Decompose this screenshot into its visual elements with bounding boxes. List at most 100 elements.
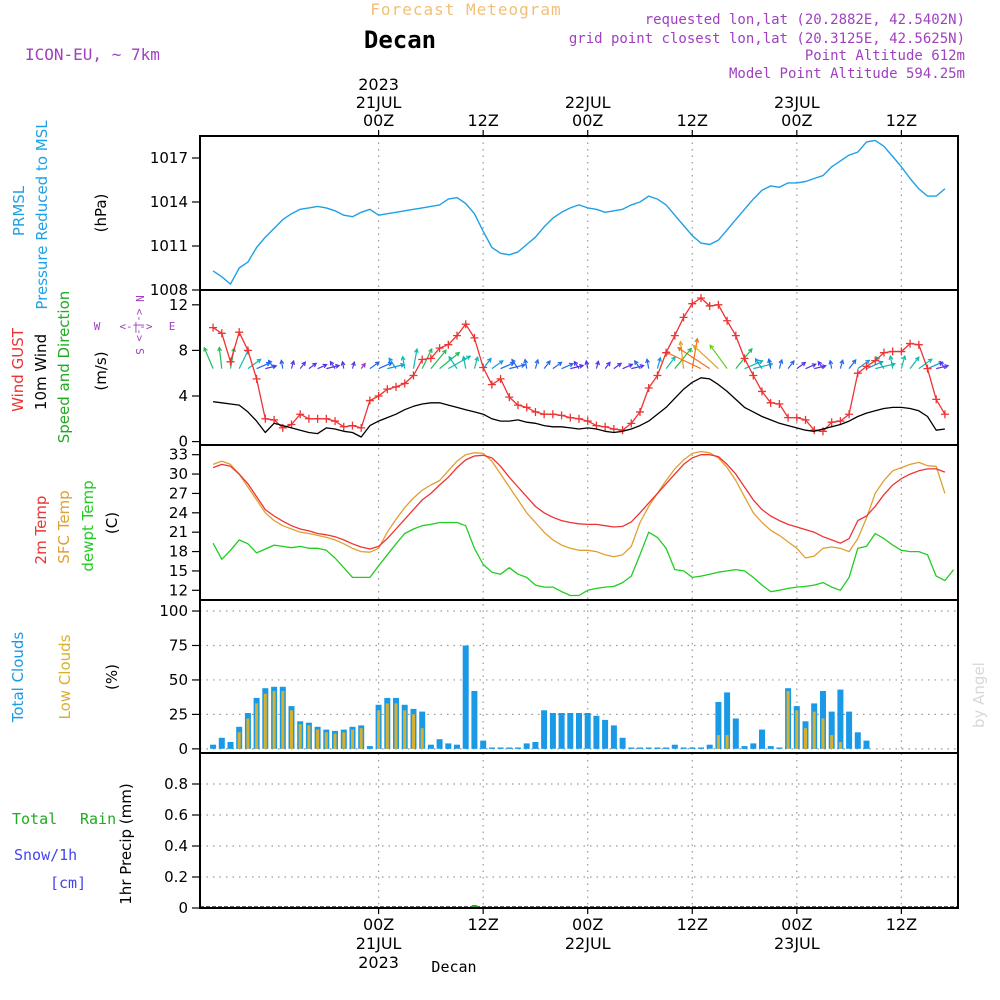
temp-labels: 2m Temp SFC Temp dewpt Temp (C) [32, 480, 121, 571]
compass-e: E [169, 320, 176, 333]
wind-arrow-head [388, 357, 393, 363]
gust-marker [940, 410, 949, 419]
time-label-top: 21JUL [356, 93, 402, 112]
gust-marker [906, 339, 915, 348]
wind-arrow [268, 360, 275, 369]
gust-marker [696, 293, 705, 302]
gust-marker [749, 371, 758, 380]
cloud-bar-total [584, 713, 591, 749]
wind-label-dir: Speed and Direction [55, 291, 73, 444]
wind-arrow-head [890, 362, 897, 367]
wind-arrow [256, 362, 271, 370]
gust-marker [522, 403, 531, 412]
wind-arrow-head [461, 355, 467, 361]
wind-arrow-head [466, 355, 472, 360]
wind-arrow [613, 362, 622, 370]
wind-arrow [665, 351, 702, 370]
wind-arrow-head [455, 351, 461, 357]
y-tick-label: 0.4 [164, 837, 188, 855]
gust-marker [932, 395, 941, 404]
wind-arrow-head [944, 364, 950, 369]
cloud-label-total: Total Clouds [9, 632, 27, 724]
gust-marker [627, 419, 636, 428]
y-tick-label: 100 [159, 602, 188, 620]
wind-speed-line [213, 377, 945, 438]
gust-marker [784, 413, 793, 422]
sfc-temp-line [212, 450, 946, 559]
time-label-bottom: 22JUL [565, 934, 611, 953]
precip-label-total: Total [12, 810, 57, 828]
gust-marker [888, 347, 897, 356]
wind-arrow [570, 364, 584, 370]
wind-arrow [511, 359, 519, 369]
cloud-bar-low [403, 710, 407, 749]
wind-arrow [326, 364, 340, 370]
wind-arrow [238, 349, 250, 369]
cloud-bar-total [576, 713, 582, 749]
wind-arrow-head [400, 355, 406, 361]
precip-unit: 1hr Precip (mm) [117, 783, 135, 904]
wind-arrow-head [335, 363, 341, 369]
temp-2m-line [212, 454, 946, 550]
time-label-top: 12Z [677, 111, 708, 130]
gust-marker [731, 331, 740, 340]
info-gridpoint: grid point closest lon,lat (20.3125E, 42… [569, 31, 965, 47]
gust-marker [261, 414, 270, 423]
wind-arrow-head [498, 360, 504, 365]
y-tick-label: 4 [178, 387, 188, 405]
gust-marker [514, 401, 523, 410]
wind-arrow [631, 365, 644, 370]
cloud-bar-total [767, 746, 774, 749]
gust-marker [392, 382, 401, 391]
temp-label-2m: 2m Temp [32, 496, 50, 565]
wind-arrow [646, 359, 650, 369]
gust-marker [583, 417, 592, 426]
gust-marker [331, 417, 340, 426]
wind-arrow [709, 344, 728, 369]
y-tick-label: 27 [169, 484, 188, 502]
wind-arrow-head [557, 361, 563, 367]
gust-marker [836, 417, 845, 426]
wind-arrow-head [692, 344, 698, 350]
wind-arrow [388, 357, 397, 369]
time-label-bottom: 00Z [572, 915, 603, 934]
wind-arrow [817, 361, 824, 369]
wind-arrow-head [546, 359, 551, 366]
cloud-bar-total [698, 747, 704, 749]
y-tick-label: 1014 [150, 193, 188, 211]
wind-arrow-head [811, 363, 817, 368]
cloud-bar-total [593, 715, 600, 749]
wind-arrow-head [606, 361, 611, 367]
wind-arrow-head [801, 361, 807, 367]
gust-marker [662, 348, 671, 357]
cloud-bar-low [394, 703, 398, 749]
temp-unit: (C) [103, 512, 121, 534]
wind-arrow-head [272, 364, 278, 370]
cloud-bar-total [645, 747, 652, 749]
gust-marker [601, 422, 610, 431]
wind-arrow [585, 360, 589, 369]
y-tick-label: 0 [178, 433, 188, 451]
gust-marker [296, 410, 305, 419]
wind-arrow-head [312, 362, 318, 368]
gust-marker [688, 299, 697, 308]
cloud-bar-total [445, 743, 452, 749]
wind-arrow-head [927, 358, 933, 364]
cloud-bar-total [471, 691, 478, 749]
cloud-labels: Total Clouds Low Clouds (%) [9, 632, 121, 724]
wind-arrow [378, 362, 393, 370]
wind-arrow [787, 360, 795, 370]
wind-arrow-head [634, 359, 639, 365]
gust-marker [757, 387, 766, 396]
cloud-bar-total [654, 747, 661, 749]
wind-arrow [317, 364, 327, 370]
gust-marker [505, 393, 514, 402]
cloud-bar-total [750, 743, 757, 749]
wind-arrow-head [678, 340, 684, 346]
gust-marker [540, 410, 549, 419]
wind-arrow [814, 365, 826, 370]
cloud-bar-total [837, 689, 844, 749]
cloud-bar-total [602, 719, 609, 749]
gust-marker [879, 348, 888, 357]
